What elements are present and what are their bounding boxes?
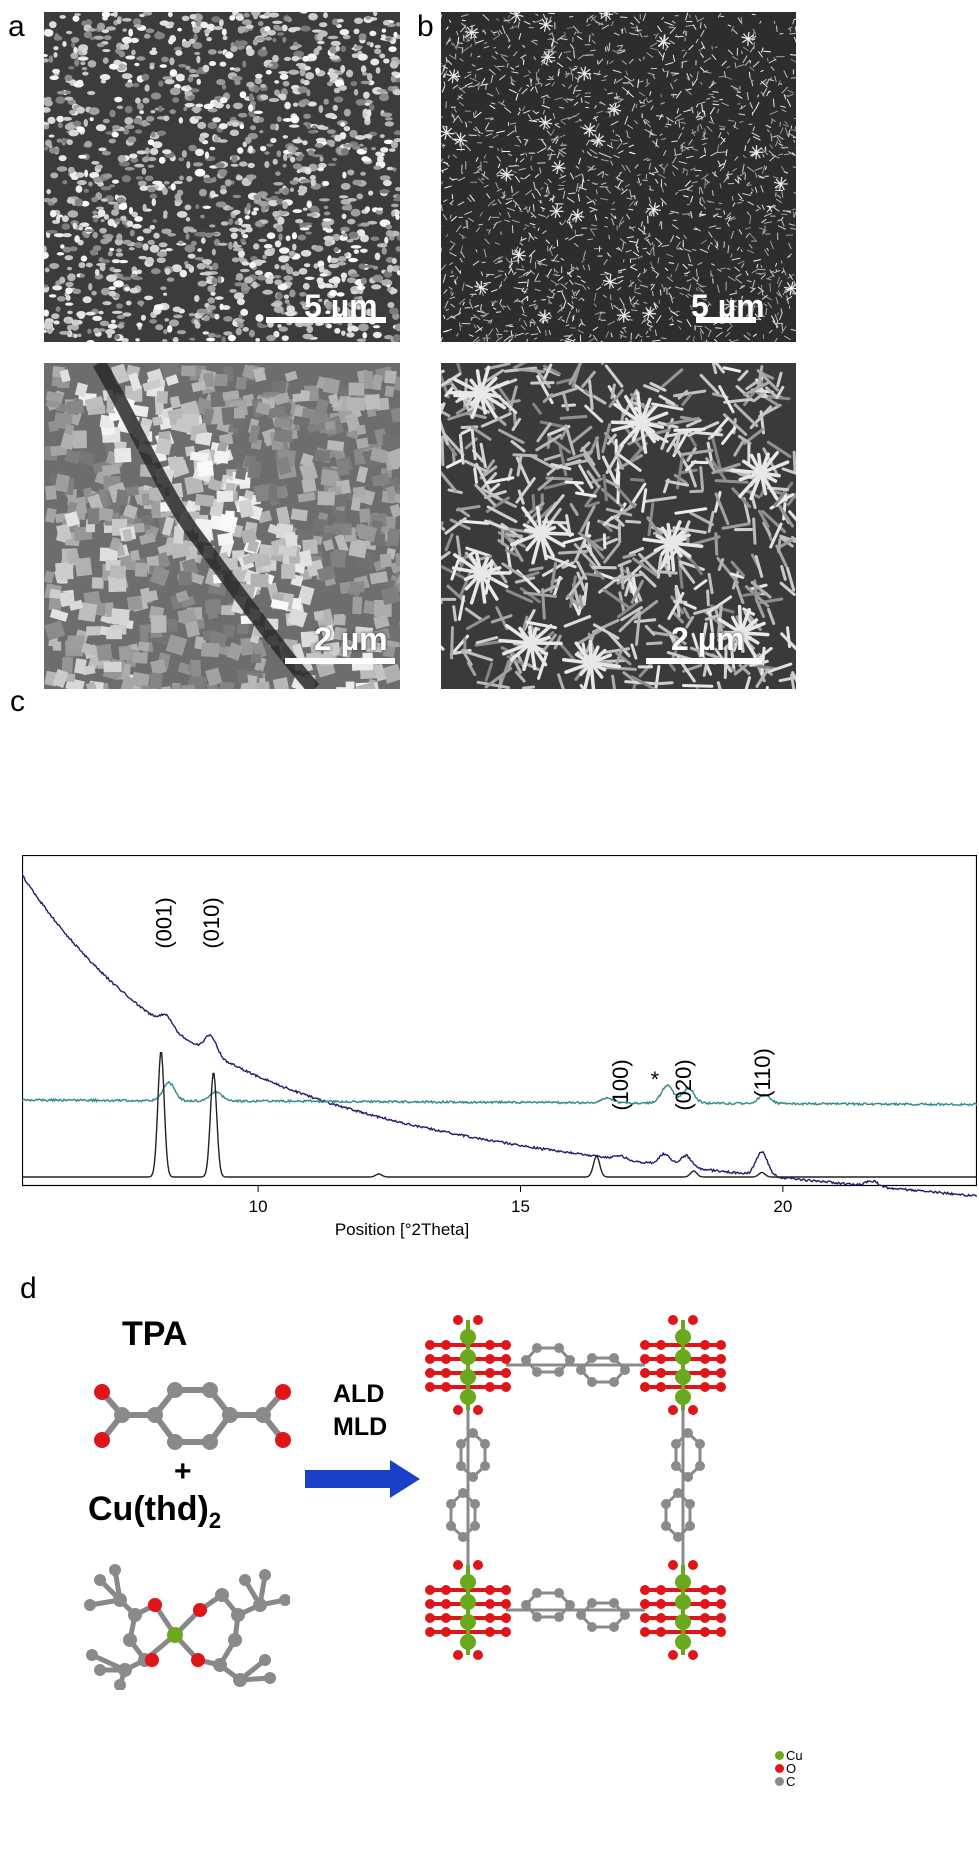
xrd-peak-label: * <box>651 1067 660 1092</box>
reaction-arrow <box>305 1460 420 1498</box>
panel-letter-b: b <box>417 10 434 43</box>
scalebar-b-top <box>696 317 756 323</box>
xrd-peak-label: (110) <box>750 1048 775 1098</box>
tpa-molecule <box>94 1382 291 1450</box>
xrd-series-line <box>22 874 977 1198</box>
sem-image-a-low-mag: 5 µm <box>44 12 400 342</box>
xrd-x-tick-label: 15 <box>511 1197 530 1216</box>
cu-mof-structure <box>425 1315 726 1660</box>
tpa-label: TPA <box>122 1315 188 1353</box>
panel-letter-d: d <box>20 1272 37 1305</box>
plus-sign: + <box>174 1455 192 1488</box>
panel-letter-a: a <box>8 10 25 43</box>
xrd-x-axis-title: Position [°2Theta] <box>335 1220 469 1239</box>
xrd-x-tick-label: 20 <box>773 1197 792 1216</box>
cu-thd-label-subscript: 2 <box>208 1507 222 1533</box>
mld-label: MLD <box>333 1413 388 1441</box>
ald-label: ALD <box>333 1380 385 1408</box>
sem-image-a-high-mag: 2 µm <box>44 363 400 689</box>
sem-image-b-low-mag: 5 µm <box>441 12 796 342</box>
xrd-peak-label: (100) <box>608 1059 633 1110</box>
scalebar-a-top <box>266 317 386 323</box>
scalebar-label-a-bottom: 2 µm <box>314 621 388 657</box>
legend-cu: Cu <box>775 1748 803 1763</box>
xrd-peak-label: (020) <box>671 1059 696 1110</box>
cu-thd-label: Cu(thd)2 <box>88 1490 221 1534</box>
scalebar-label-b-bottom: 2 µm <box>671 621 745 657</box>
xrd-peak-label: (001) <box>152 897 177 948</box>
legend-o-label: O <box>786 1761 797 1776</box>
xrd-plot-frame <box>22 855 977 1187</box>
legend-o: O <box>775 1761 796 1776</box>
legend-c: C <box>775 1774 795 1789</box>
scalebar-a-bottom <box>285 658 395 664</box>
legend-cu-label: Cu <box>786 1748 803 1763</box>
xrd-x-tick-label: 10 <box>249 1197 268 1216</box>
xrd-series-line <box>22 1080 977 1107</box>
scalebar-b-bottom <box>646 658 762 664</box>
xrd-series-line <box>22 1052 977 1178</box>
sem-image-b-high-mag: 2 µm <box>441 363 796 689</box>
legend-c-label: C <box>786 1774 796 1789</box>
panel-letter-c: c <box>10 685 25 718</box>
cu-thd-molecule <box>84 1564 290 1690</box>
cu-thd-label-main: Cu(thd) <box>88 1490 209 1528</box>
xrd-peak-label: (010) <box>199 897 224 948</box>
xrd-chart: 10 15 20 Position [°2Theta] (001) (010) (100) *… <box>22 855 977 1239</box>
